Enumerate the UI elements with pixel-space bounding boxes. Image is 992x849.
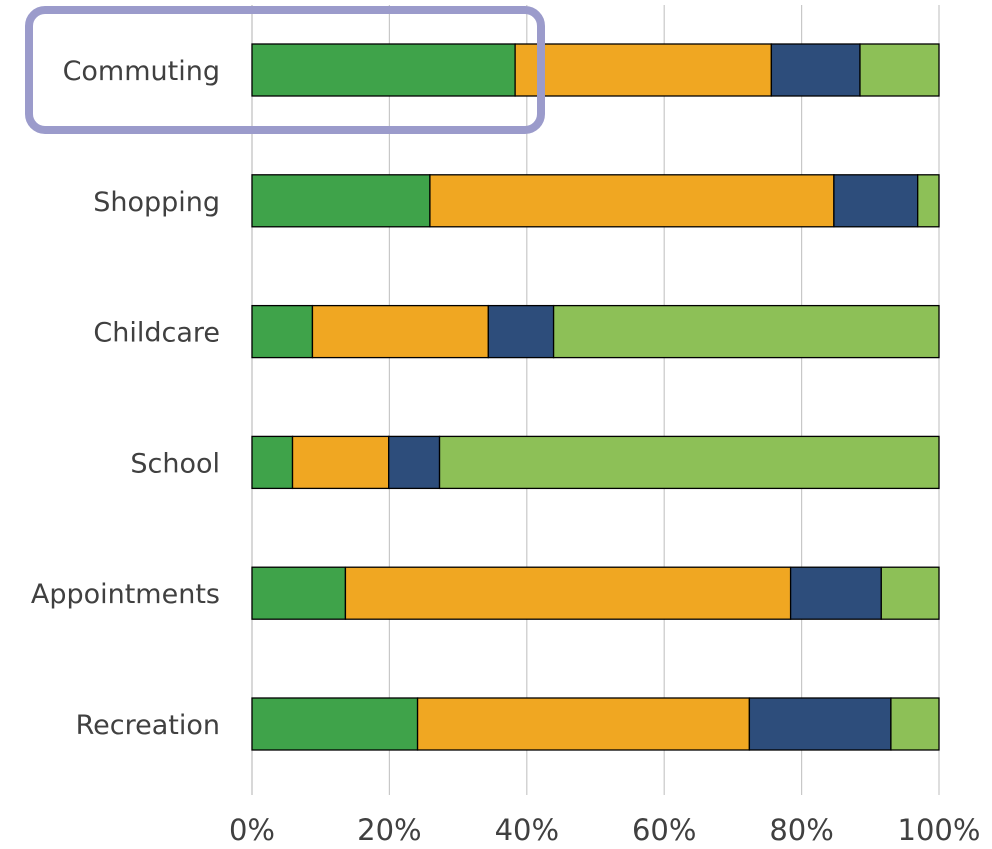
category-label: Appointments [31, 579, 220, 610]
bar-segment [487, 304, 555, 359]
category-label: Shopping [93, 187, 220, 218]
category-label: Childcare [93, 318, 220, 349]
bar-segment [251, 697, 419, 751]
bar-segment [251, 435, 294, 490]
bar-segment [251, 566, 347, 620]
gridlines [251, 5, 940, 795]
bar-segment [344, 566, 792, 620]
x-tick-label: 80% [769, 813, 833, 847]
x-tick-label: 0% [229, 813, 275, 847]
bars [251, 43, 940, 751]
bar-segment [748, 697, 892, 751]
highlight [25, 6, 545, 134]
bar-segment [388, 435, 441, 490]
bar-segment [416, 697, 751, 751]
x-tick-label: 20% [357, 813, 421, 847]
bar-segment [770, 43, 861, 97]
highlight-box [25, 6, 545, 134]
bar-segment [833, 174, 919, 228]
x-tick-label: 40% [495, 813, 559, 847]
bar-segment [514, 43, 773, 97]
bar-segment [917, 174, 940, 228]
bar-segment [552, 304, 940, 359]
bar-segment [251, 43, 516, 97]
category-label: Recreation [76, 710, 220, 741]
bar-segment [880, 566, 940, 620]
bar-segment [251, 174, 431, 228]
bar-segment [859, 43, 940, 97]
bar-segment [311, 304, 489, 359]
bar-segment [291, 435, 390, 490]
category-label: School [130, 448, 220, 479]
bar-segment [438, 435, 940, 490]
x-tick-label: 100% [898, 813, 981, 847]
bar-segment [429, 174, 835, 228]
category-label: Commuting [63, 56, 220, 87]
bar-segment [890, 697, 940, 751]
category-labels: Commuting Shopping Childcare School Appointm… [31, 56, 220, 741]
bar-segment [789, 566, 882, 620]
bar-segment [251, 304, 314, 359]
x-tick-label: 60% [632, 813, 696, 847]
x-tick-labels: 0% 20% 40% 60% 80% 100% [229, 813, 980, 847]
